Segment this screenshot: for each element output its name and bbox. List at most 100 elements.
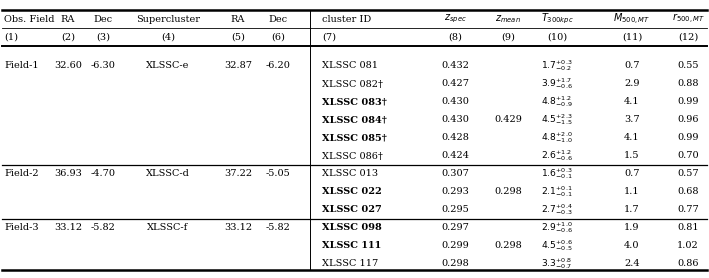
Text: 0.96: 0.96 [677, 115, 699, 125]
Text: 0.430: 0.430 [441, 98, 469, 106]
Text: 0.432: 0.432 [441, 61, 469, 71]
Text: 0.298: 0.298 [494, 187, 522, 197]
Text: $z_{spec}$: $z_{spec}$ [444, 13, 467, 25]
Text: 32.87: 32.87 [224, 61, 252, 71]
Text: RA: RA [61, 14, 75, 24]
Text: 1.1: 1.1 [624, 187, 640, 197]
Text: 0.424: 0.424 [441, 152, 469, 160]
Text: (7): (7) [322, 33, 336, 41]
Text: 0.298: 0.298 [441, 259, 469, 269]
Text: Obs. Field: Obs. Field [4, 14, 55, 24]
Text: Dec: Dec [269, 14, 288, 24]
Text: 0.295: 0.295 [441, 205, 469, 215]
Text: XLSSC 027: XLSSC 027 [322, 205, 381, 215]
Text: (8): (8) [448, 33, 462, 41]
Text: Supercluster: Supercluster [136, 14, 200, 24]
Text: XLSSC-f: XLSSC-f [147, 224, 189, 232]
Text: XLSSC 085†: XLSSC 085† [322, 133, 387, 143]
Text: $2.7^{+0.4}_{-0.3}$: $2.7^{+0.4}_{-0.3}$ [541, 203, 573, 217]
Text: $1.6^{+0.3}_{-0.1}$: $1.6^{+0.3}_{-0.1}$ [541, 167, 573, 182]
Text: cluster ID: cluster ID [322, 14, 372, 24]
Text: -4.70: -4.70 [91, 170, 116, 178]
Text: 0.7: 0.7 [624, 170, 640, 178]
Text: 33.12: 33.12 [224, 224, 252, 232]
Text: (2): (2) [61, 33, 75, 41]
Text: 0.77: 0.77 [677, 205, 699, 215]
Text: 0.99: 0.99 [677, 98, 699, 106]
Text: (12): (12) [678, 33, 698, 41]
Text: XLSSC-d: XLSSC-d [146, 170, 190, 178]
Text: XLSSC 022: XLSSC 022 [322, 187, 381, 197]
Text: XLSSC 086†: XLSSC 086† [322, 152, 383, 160]
Text: (1): (1) [4, 33, 18, 41]
Text: 1.02: 1.02 [677, 242, 699, 250]
Text: 0.99: 0.99 [677, 133, 699, 143]
Text: -5.82: -5.82 [91, 224, 116, 232]
Text: Field-3: Field-3 [4, 224, 38, 232]
Text: (3): (3) [96, 33, 110, 41]
Text: $4.5^{+2.3}_{-1.5}$: $4.5^{+2.3}_{-1.5}$ [541, 113, 573, 128]
Text: 4.1: 4.1 [624, 98, 640, 106]
Text: 0.57: 0.57 [677, 170, 699, 178]
Text: 0.427: 0.427 [441, 80, 469, 88]
Text: 0.429: 0.429 [494, 115, 522, 125]
Text: XLSSC-e: XLSSC-e [146, 61, 190, 71]
Text: $3.9^{+1.7}_{-0.6}$: $3.9^{+1.7}_{-0.6}$ [541, 76, 573, 91]
Text: -6.20: -6.20 [266, 61, 291, 71]
Text: 0.68: 0.68 [677, 187, 699, 197]
Text: XLSSC 083†: XLSSC 083† [322, 98, 387, 106]
Text: 0.86: 0.86 [677, 259, 699, 269]
Text: $2.6^{+1.2}_{-0.6}$: $2.6^{+1.2}_{-0.6}$ [541, 148, 573, 163]
Text: 0.428: 0.428 [441, 133, 469, 143]
Text: XLSSC 111: XLSSC 111 [322, 242, 381, 250]
Text: (9): (9) [501, 33, 515, 41]
Text: 37.22: 37.22 [224, 170, 252, 178]
Text: $4.8^{+2.0}_{-1.0}$: $4.8^{+2.0}_{-1.0}$ [541, 131, 573, 145]
Text: 0.70: 0.70 [677, 152, 699, 160]
Text: (10): (10) [547, 33, 567, 41]
Text: $2.9^{+1.0}_{-0.6}$: $2.9^{+1.0}_{-0.6}$ [541, 220, 573, 235]
Text: RA: RA [231, 14, 245, 24]
Text: $2.1^{+0.1}_{-0.1}$: $2.1^{+0.1}_{-0.1}$ [541, 185, 573, 200]
Text: 4.0: 4.0 [624, 242, 640, 250]
Text: 0.430: 0.430 [441, 115, 469, 125]
Text: 0.88: 0.88 [677, 80, 699, 88]
Text: (6): (6) [271, 33, 285, 41]
Text: 1.7: 1.7 [624, 205, 640, 215]
Text: $4.5^{+0.6}_{-0.5}$: $4.5^{+0.6}_{-0.5}$ [541, 239, 573, 254]
Text: Field-1: Field-1 [4, 61, 38, 71]
Text: 2.9: 2.9 [624, 80, 640, 88]
Text: Field-2: Field-2 [4, 170, 38, 178]
Text: XLSSC 081: XLSSC 081 [322, 61, 378, 71]
Text: 1.9: 1.9 [624, 224, 640, 232]
Text: 33.12: 33.12 [54, 224, 82, 232]
Text: -5.05: -5.05 [266, 170, 291, 178]
Text: XLSSC 082†: XLSSC 082† [322, 80, 383, 88]
Text: 4.1: 4.1 [624, 133, 640, 143]
Text: 2.4: 2.4 [624, 259, 640, 269]
Text: (4): (4) [161, 33, 175, 41]
Text: -6.30: -6.30 [91, 61, 116, 71]
Text: 0.81: 0.81 [677, 224, 699, 232]
Text: $3.3^{+0.8}_{-0.7}$: $3.3^{+0.8}_{-0.7}$ [542, 257, 573, 272]
Text: 0.293: 0.293 [441, 187, 469, 197]
Text: $1.7^{+0.3}_{-0.2}$: $1.7^{+0.3}_{-0.2}$ [541, 59, 573, 73]
Text: 0.299: 0.299 [441, 242, 469, 250]
Text: -5.82: -5.82 [266, 224, 291, 232]
Text: 0.55: 0.55 [677, 61, 699, 71]
Text: 0.307: 0.307 [441, 170, 469, 178]
Text: 0.298: 0.298 [494, 242, 522, 250]
Text: $T_{300kpc}$: $T_{300kpc}$ [540, 12, 574, 26]
Text: (11): (11) [622, 33, 642, 41]
Text: XLSSC 098: XLSSC 098 [322, 224, 381, 232]
Text: XLSSC 084†: XLSSC 084† [322, 115, 387, 125]
Text: $4.8^{+1.2}_{-0.9}$: $4.8^{+1.2}_{-0.9}$ [541, 95, 573, 110]
Text: (5): (5) [231, 33, 245, 41]
Text: $z_{mean}$: $z_{mean}$ [495, 13, 521, 25]
Text: 32.60: 32.60 [54, 61, 82, 71]
Text: 3.7: 3.7 [624, 115, 640, 125]
Text: XLSSC 117: XLSSC 117 [322, 259, 378, 269]
Text: 36.93: 36.93 [54, 170, 82, 178]
Text: Dec: Dec [94, 14, 113, 24]
Text: 1.5: 1.5 [624, 152, 640, 160]
